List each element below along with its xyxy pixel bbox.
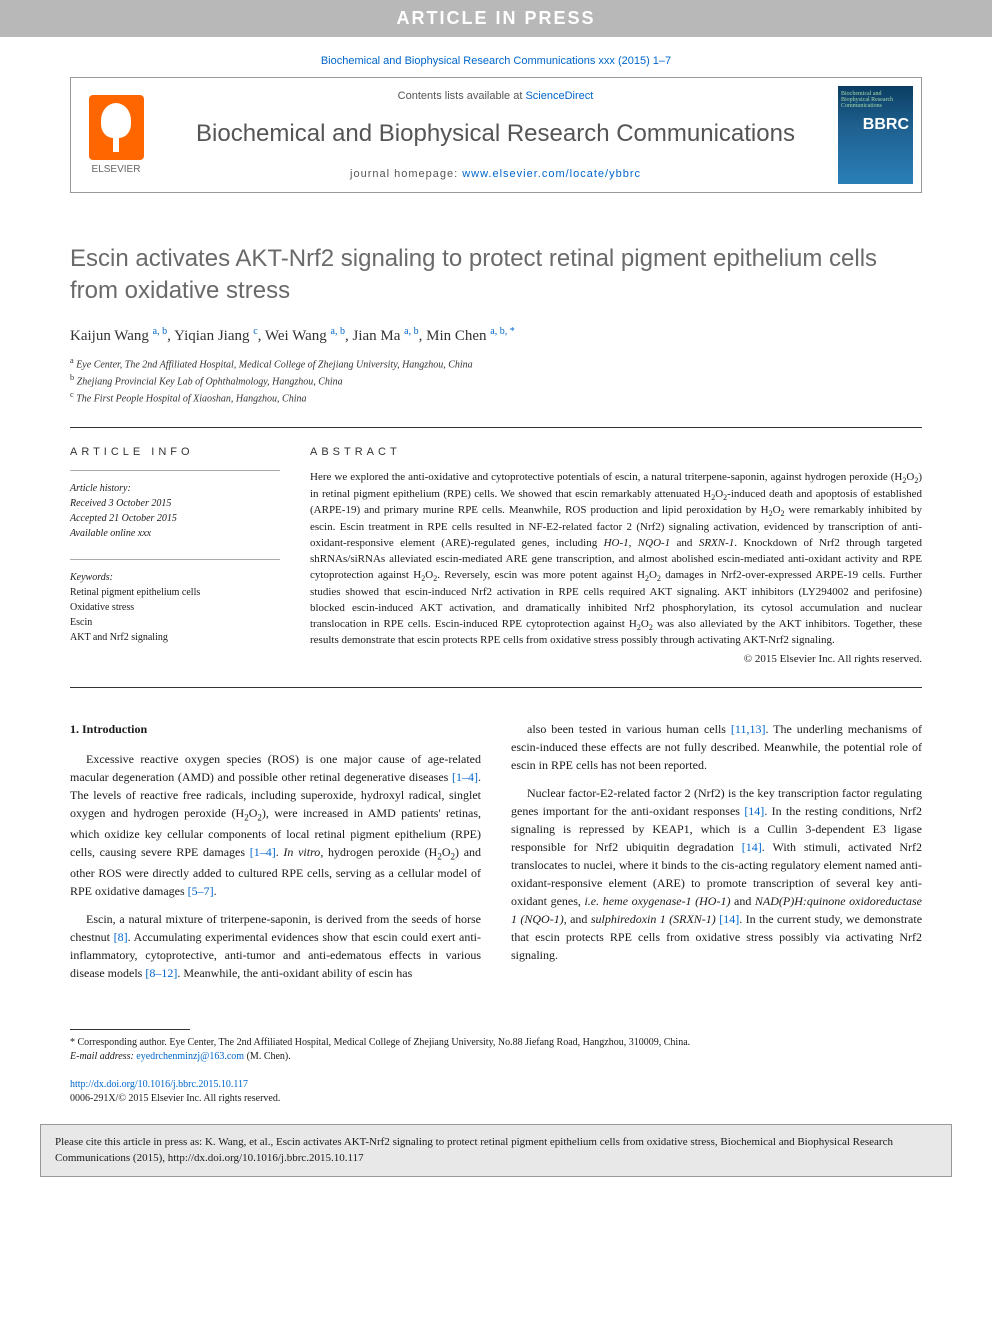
body-paragraph: also been tested in various human cells …	[511, 720, 922, 774]
journal-homepage-line: journal homepage: www.elsevier.com/locat…	[161, 162, 830, 184]
abstract-column: ABSTRACT Here we explored the anti-oxida…	[310, 446, 922, 666]
header-center: Contents lists available at ScienceDirec…	[161, 78, 830, 192]
doi-block: http://dx.doi.org/10.1016/j.bbrc.2015.10…	[70, 1078, 922, 1106]
email-label: E-mail address:	[70, 1051, 136, 1062]
elsevier-logo: ELSEVIER	[71, 78, 161, 192]
introduction-heading: 1. Introduction	[70, 720, 481, 738]
citation-box: Please cite this article in press as: K.…	[40, 1124, 952, 1177]
elsevier-tree-icon	[89, 95, 144, 160]
info-abstract-row: ARTICLE INFO Article history: Received 3…	[70, 427, 922, 689]
journal-homepage-link[interactable]: www.elsevier.com/locate/ybbrc	[462, 168, 641, 180]
cover-abbreviation: BBRC	[863, 116, 909, 134]
keyword: Escin	[70, 615, 280, 630]
sciencedirect-link[interactable]: ScienceDirect	[525, 90, 593, 102]
keywords-block: Keywords: Retinal pigment epithelium cel…	[70, 559, 280, 645]
corresponding-email-link[interactable]: eyedrchenminzj@163.com	[136, 1051, 244, 1062]
footnote-rule	[70, 1029, 190, 1030]
email-suffix: (M. Chen).	[244, 1051, 291, 1062]
affiliations: a Eye Center, The 2nd Affiliated Hospita…	[70, 355, 922, 407]
keyword: Retinal pigment epithelium cells	[70, 585, 280, 600]
affiliation-b: b Zhejiang Provincial Key Lab of Ophthal…	[70, 372, 922, 389]
article-content: Escin activates AKT-Nrf2 signaling to pr…	[0, 193, 992, 1003]
corresponding-email-line: E-mail address: eyedrchenminzj@163.com (…	[70, 1050, 922, 1064]
keyword: AKT and Nrf2 signaling	[70, 630, 280, 645]
contents-available-line: Contents lists available at ScienceDirec…	[161, 86, 830, 106]
cover-journal-title: Biochemical and Biophysical Research Com…	[841, 91, 910, 109]
journal-title: Biochemical and Biophysical Research Com…	[161, 106, 830, 162]
available-online: Available online xxx	[70, 526, 280, 541]
journal-header-box: ELSEVIER Contents lists available at Sci…	[70, 77, 922, 193]
article-body: 1. Introduction Excessive reactive oxyge…	[70, 720, 922, 983]
journal-reference: Biochemical and Biophysical Research Com…	[0, 37, 992, 77]
journal-cover-thumbnail: Biochemical and Biophysical Research Com…	[838, 86, 913, 184]
abstract-copyright: © 2015 Elsevier Inc. All rights reserved…	[310, 653, 922, 665]
authors-list: Kaijun Wang a, b, Yiqian Jiang c, Wei Wa…	[70, 326, 922, 345]
affiliation-a: a Eye Center, The 2nd Affiliated Hospita…	[70, 355, 922, 372]
affiliation-c: c The First People Hospital of Xiaoshan,…	[70, 389, 922, 406]
article-in-press-banner: ARTICLE IN PRESS	[0, 0, 992, 37]
received-date: Received 3 October 2015	[70, 496, 280, 511]
body-paragraph: Nuclear factor-E2-related factor 2 (Nrf2…	[511, 784, 922, 964]
issn-copyright: 0006-291X/© 2015 Elsevier Inc. All right…	[70, 1093, 280, 1104]
body-paragraph: Escin, a natural mixture of triterpene-s…	[70, 910, 481, 982]
article-info-column: ARTICLE INFO Article history: Received 3…	[70, 446, 280, 666]
history-heading: Article history:	[70, 481, 280, 496]
article-title: Escin activates AKT-Nrf2 signaling to pr…	[70, 243, 922, 308]
keywords-heading: Keywords:	[70, 570, 280, 585]
body-paragraph: Excessive reactive oxygen species (ROS) …	[70, 750, 481, 900]
corresponding-author-text: * Corresponding author. Eye Center, The …	[70, 1036, 922, 1050]
contents-prefix: Contents lists available at	[398, 90, 526, 102]
accepted-date: Accepted 21 October 2015	[70, 511, 280, 526]
elsevier-label: ELSEVIER	[92, 164, 141, 175]
article-history-block: Article history: Received 3 October 2015…	[70, 470, 280, 541]
article-info-label: ARTICLE INFO	[70, 446, 280, 458]
keyword: Oxidative stress	[70, 600, 280, 615]
doi-link[interactable]: http://dx.doi.org/10.1016/j.bbrc.2015.10…	[70, 1079, 248, 1090]
corresponding-author-footnote: * Corresponding author. Eye Center, The …	[70, 1036, 922, 1064]
abstract-text: Here we explored the anti-oxidative and …	[310, 470, 922, 650]
homepage-prefix: journal homepage:	[350, 168, 462, 180]
abstract-label: ABSTRACT	[310, 446, 922, 458]
